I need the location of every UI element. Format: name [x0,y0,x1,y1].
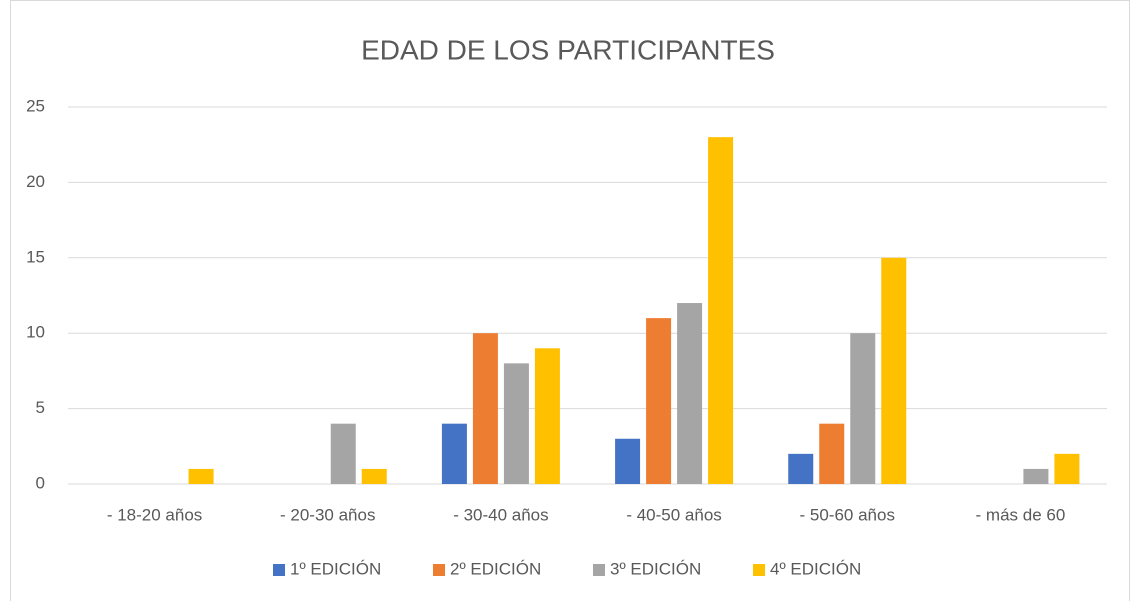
bar [472,333,498,484]
bar [441,423,467,484]
bar [330,423,356,484]
bar [819,423,845,484]
x-tick-label: - 20-30 años [280,505,375,524]
legend-label: 3º EDICIÓN [610,559,701,578]
y-tick-label: 20 [26,172,45,191]
y-tick-label: 10 [26,323,45,342]
x-tick-label: - 50-60 años [800,505,895,524]
x-tick-label: - 30-40 años [453,505,548,524]
bar [850,333,876,484]
bar [708,137,734,484]
bar [788,453,814,484]
bar [503,363,529,484]
legend-label: 2º EDICIÓN [450,559,541,578]
bar [534,348,560,484]
y-tick-label: 5 [36,398,45,417]
chart-title: EDAD DE LOS PARTICIPANTES [361,34,775,65]
x-tick-label: - 18-20 años [107,505,202,524]
bar [1054,453,1080,484]
bar [615,438,641,484]
legend-swatch [593,564,605,576]
bar [881,257,907,484]
bar [677,303,703,484]
x-tick-label: - 40-50 años [626,505,721,524]
legend-label: 4º EDICIÓN [770,559,861,578]
x-tick-label: - más de 60 [976,505,1066,524]
y-tick-label: 25 [26,96,45,115]
bar [361,468,387,484]
y-tick-label: 15 [26,247,45,266]
y-tick-label: 0 [36,473,45,492]
legend-swatch [273,564,285,576]
legend-swatch [433,564,445,576]
legend-swatch [753,564,765,576]
bar [646,318,672,484]
bar [1023,468,1049,484]
legend-label: 1º EDICIÓN [290,559,381,578]
bar [188,468,214,484]
